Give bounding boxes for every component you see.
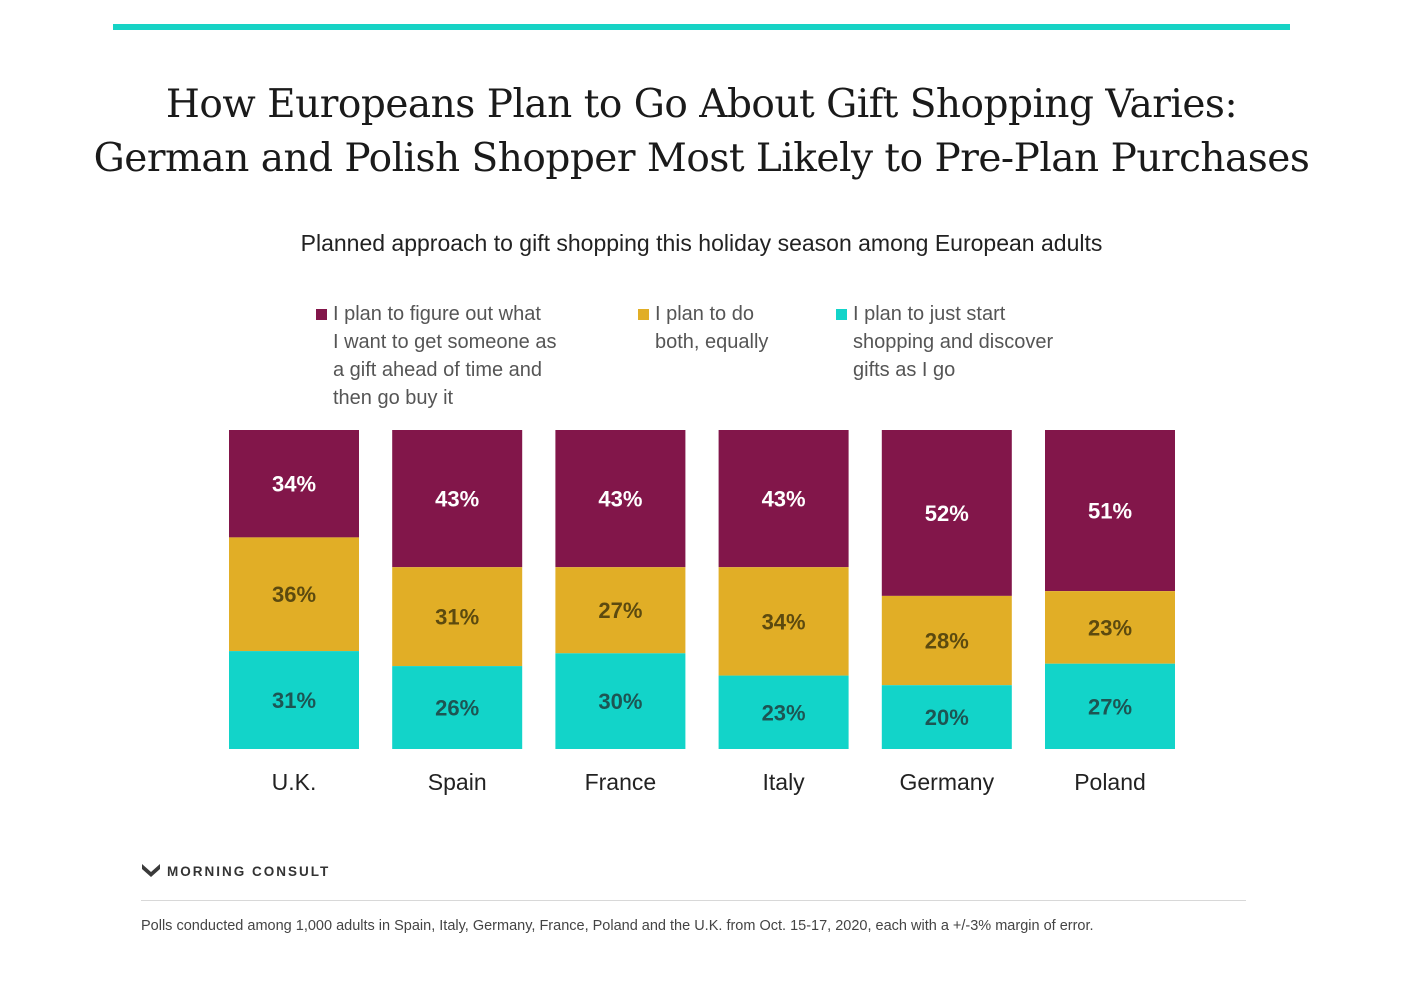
bar-segment-uk-plan-ahead	[229, 430, 359, 538]
data-label-uk-both: 36%	[272, 582, 316, 607]
title-line-2: German and Polish Shopper Most Likely to…	[93, 136, 1310, 181]
legend-label-both: I plan to do both, equally	[655, 303, 769, 353]
title-line-1: How Europeans Plan to Go About Gift Shop…	[165, 82, 1238, 127]
logo-mark-icon	[142, 864, 160, 877]
bar-segment-poland-both	[1045, 591, 1175, 664]
data-label-germany-both: 28%	[925, 629, 969, 654]
category-label-uk: U.K.	[272, 769, 317, 795]
legend-swatch-both	[638, 309, 649, 320]
chart-title: How Europeans Plan to Go About Gift Shop…	[0, 78, 1403, 186]
legend-swatch-plan-ahead	[316, 309, 327, 320]
footer-divider	[141, 900, 1246, 901]
legend-item-discover: I plan to just start shopping and discov…	[836, 300, 1053, 384]
bar-segment-germany-plan-ahead	[881, 430, 1012, 596]
data-label-france-both: 27%	[598, 598, 642, 623]
bar-segment-italy-plan-ahead	[718, 430, 849, 568]
bar-segment-spain-plan-ahead	[392, 430, 523, 568]
accent-rule	[113, 24, 1290, 30]
bar-segment-france-both	[555, 567, 686, 654]
category-label-germany: Germany	[900, 769, 995, 795]
bar-segment-italy-both	[718, 567, 849, 676]
bar-segment-spain-discover	[392, 666, 523, 749]
footnote: Polls conducted among 1,000 adults in Sp…	[141, 918, 1094, 934]
data-label-italy-plan-ahead: 43%	[762, 487, 806, 512]
legend-label-plan-ahead: I plan to figure out what I want to get …	[333, 303, 557, 409]
data-label-italy-discover: 23%	[762, 700, 806, 725]
legend-item-both: I plan to do both, equally	[638, 300, 768, 356]
legend-item-plan-ahead: I plan to figure out what I want to get …	[316, 300, 556, 412]
bar-segment-poland-discover	[1045, 663, 1175, 749]
bar-segment-uk-discover	[229, 651, 359, 749]
data-label-italy-both: 34%	[762, 609, 806, 634]
bar-segment-france-discover	[555, 653, 686, 749]
bar-segment-germany-both	[881, 595, 1012, 686]
category-label-poland: Poland	[1074, 769, 1146, 795]
bar-segment-france-plan-ahead	[555, 430, 686, 568]
legend-swatch-discover	[836, 309, 847, 320]
data-label-poland-discover: 27%	[1088, 694, 1132, 719]
data-label-france-discover: 30%	[598, 689, 642, 714]
bar-segment-italy-discover	[718, 675, 849, 749]
category-label-italy: Italy	[763, 769, 806, 795]
data-label-poland-plan-ahead: 51%	[1088, 499, 1132, 524]
data-label-spain-both: 31%	[435, 605, 479, 630]
data-label-poland-both: 23%	[1088, 615, 1132, 640]
morning-consult-logo: MORNING CONSULT	[141, 860, 330, 882]
data-label-germany-discover: 20%	[925, 705, 969, 730]
bar-segment-spain-both	[392, 567, 523, 667]
data-label-germany-plan-ahead: 52%	[925, 501, 969, 526]
legend-label-discover: I plan to just start shopping and discov…	[853, 303, 1054, 381]
category-label-spain: Spain	[428, 769, 487, 795]
logo-wordmark: MORNING CONSULT	[167, 863, 331, 879]
data-label-spain-plan-ahead: 43%	[435, 487, 479, 512]
bar-segment-poland-plan-ahead	[1045, 430, 1175, 592]
category-label-france: France	[585, 769, 657, 795]
data-label-france-plan-ahead: 43%	[598, 487, 642, 512]
bar-segment-uk-both	[229, 537, 359, 652]
data-label-uk-discover: 31%	[272, 688, 316, 713]
chart-subtitle: Planned approach to gift shopping this h…	[300, 230, 1103, 256]
bar-segment-germany-discover	[881, 685, 1012, 749]
data-label-spain-discover: 26%	[435, 696, 479, 721]
data-label-uk-plan-ahead: 34%	[272, 472, 316, 497]
